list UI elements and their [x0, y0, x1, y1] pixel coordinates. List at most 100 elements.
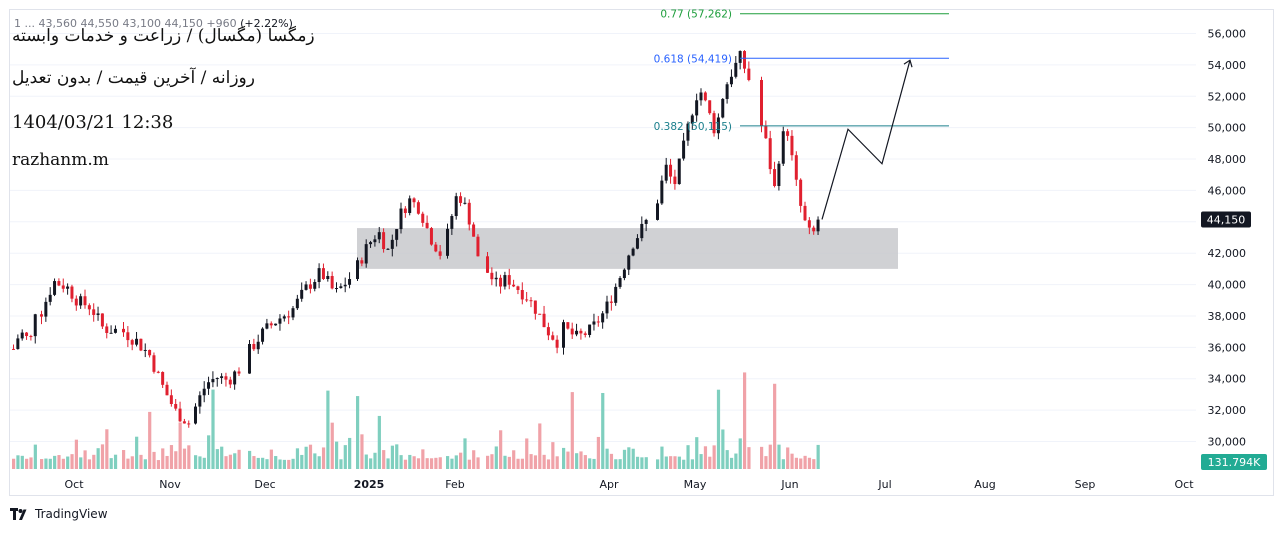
volume-bar [278, 459, 282, 469]
volume-bar [734, 453, 738, 469]
volume-bar [712, 445, 716, 469]
projection-path [821, 59, 913, 220]
candle-body [412, 198, 416, 203]
candle-body [390, 239, 394, 249]
candle-body [74, 298, 78, 306]
time-tick-label: Sep [1075, 478, 1096, 491]
volume-bar [429, 458, 434, 469]
volume-bar [499, 430, 503, 469]
volume-bar [416, 458, 421, 469]
last-price-badge [1201, 211, 1251, 228]
candle-body [695, 100, 699, 116]
candle-body [53, 281, 57, 295]
volume-bar [812, 459, 816, 469]
volume-bar [656, 459, 660, 469]
candle-body [807, 220, 811, 228]
symbol-title: زمگسا (مگسال) / زراعت و خدمات وابسته [12, 26, 315, 46]
candle-body [156, 371, 160, 373]
volume-bar [542, 454, 546, 469]
volume-bar [529, 454, 533, 469]
candle-body [438, 251, 442, 256]
volume-bar [555, 456, 559, 469]
candle-body [773, 169, 777, 186]
candle-body [100, 313, 104, 327]
candle-body [781, 131, 785, 164]
volume-bar [520, 458, 524, 469]
candle-body [165, 384, 169, 396]
volume-bar [708, 456, 712, 469]
candle-body [182, 421, 186, 424]
candle-body [562, 322, 565, 348]
candle-body [25, 332, 29, 337]
candles [12, 50, 820, 428]
candle-body [703, 92, 707, 101]
volume-bar [566, 451, 570, 469]
volume-bar [760, 446, 764, 469]
grid-lines [10, 33, 1196, 442]
price-tick-label: 50,000 [1208, 122, 1247, 135]
volume-bar [373, 452, 377, 469]
volume-bar [695, 437, 699, 469]
candle-body [499, 277, 503, 287]
candle-body [729, 76, 733, 85]
volume-bar [220, 446, 224, 469]
axis-badges: 44,150 131.794K [1201, 211, 1267, 470]
volume-bar [130, 456, 134, 469]
volume-bar [261, 457, 265, 469]
volume-badge [1201, 454, 1267, 470]
candle-body [429, 228, 433, 245]
volume-bar [609, 453, 614, 469]
candle-body [533, 300, 537, 314]
price-tick-label: 36,000 [1208, 341, 1247, 354]
volume-bar [562, 447, 566, 469]
candle-body [712, 113, 716, 134]
volume-bar [215, 449, 219, 469]
price-tick-label: 48,000 [1208, 153, 1247, 166]
time-tick-label: Nov [159, 478, 181, 491]
candle-body [669, 164, 673, 177]
volume-bar [12, 458, 16, 469]
volume-bar [399, 455, 403, 469]
candle-body [194, 406, 197, 424]
volume-bar [773, 383, 777, 469]
volume-bar [421, 449, 425, 469]
candle-body [70, 286, 74, 299]
candle-body [816, 219, 820, 232]
volume-bar [156, 460, 160, 469]
volume-bar [438, 457, 442, 469]
candle-body [463, 202, 467, 204]
ohlc-values: 1 ... 43,560 44,550 43,100 44,150 +960 [14, 17, 237, 30]
candle-body [79, 296, 83, 306]
candle-body [699, 92, 703, 101]
candle-body [335, 288, 338, 290]
volume-bar [369, 458, 373, 469]
candle-body [40, 314, 43, 317]
candle-body [113, 328, 117, 333]
volume-bar [198, 456, 202, 469]
volume-bar [256, 457, 260, 469]
volume-bar [781, 459, 785, 469]
price-tick-label: 46,000 [1208, 184, 1247, 197]
candle-body [287, 316, 291, 318]
candle-body [738, 51, 742, 63]
candle-body [490, 272, 494, 280]
candle-body [734, 62, 738, 77]
volume-bar [291, 458, 295, 469]
candle-body [360, 260, 364, 264]
volume-bar [575, 453, 579, 469]
volume-bar [16, 455, 20, 469]
brand-name: TradingView [35, 507, 108, 521]
candle-body [178, 408, 182, 422]
candle-body [248, 343, 251, 374]
volume-bar [339, 459, 343, 469]
candle-body [224, 376, 228, 380]
candle-body [721, 98, 725, 118]
tradingview-logo[interactable]: TradingView [10, 507, 108, 521]
volume-bar [467, 459, 471, 469]
candle-body [777, 163, 781, 186]
volume-bar [139, 454, 143, 469]
volume-bar [74, 439, 78, 469]
volume-bar [66, 456, 70, 469]
volume-bar [747, 447, 751, 469]
